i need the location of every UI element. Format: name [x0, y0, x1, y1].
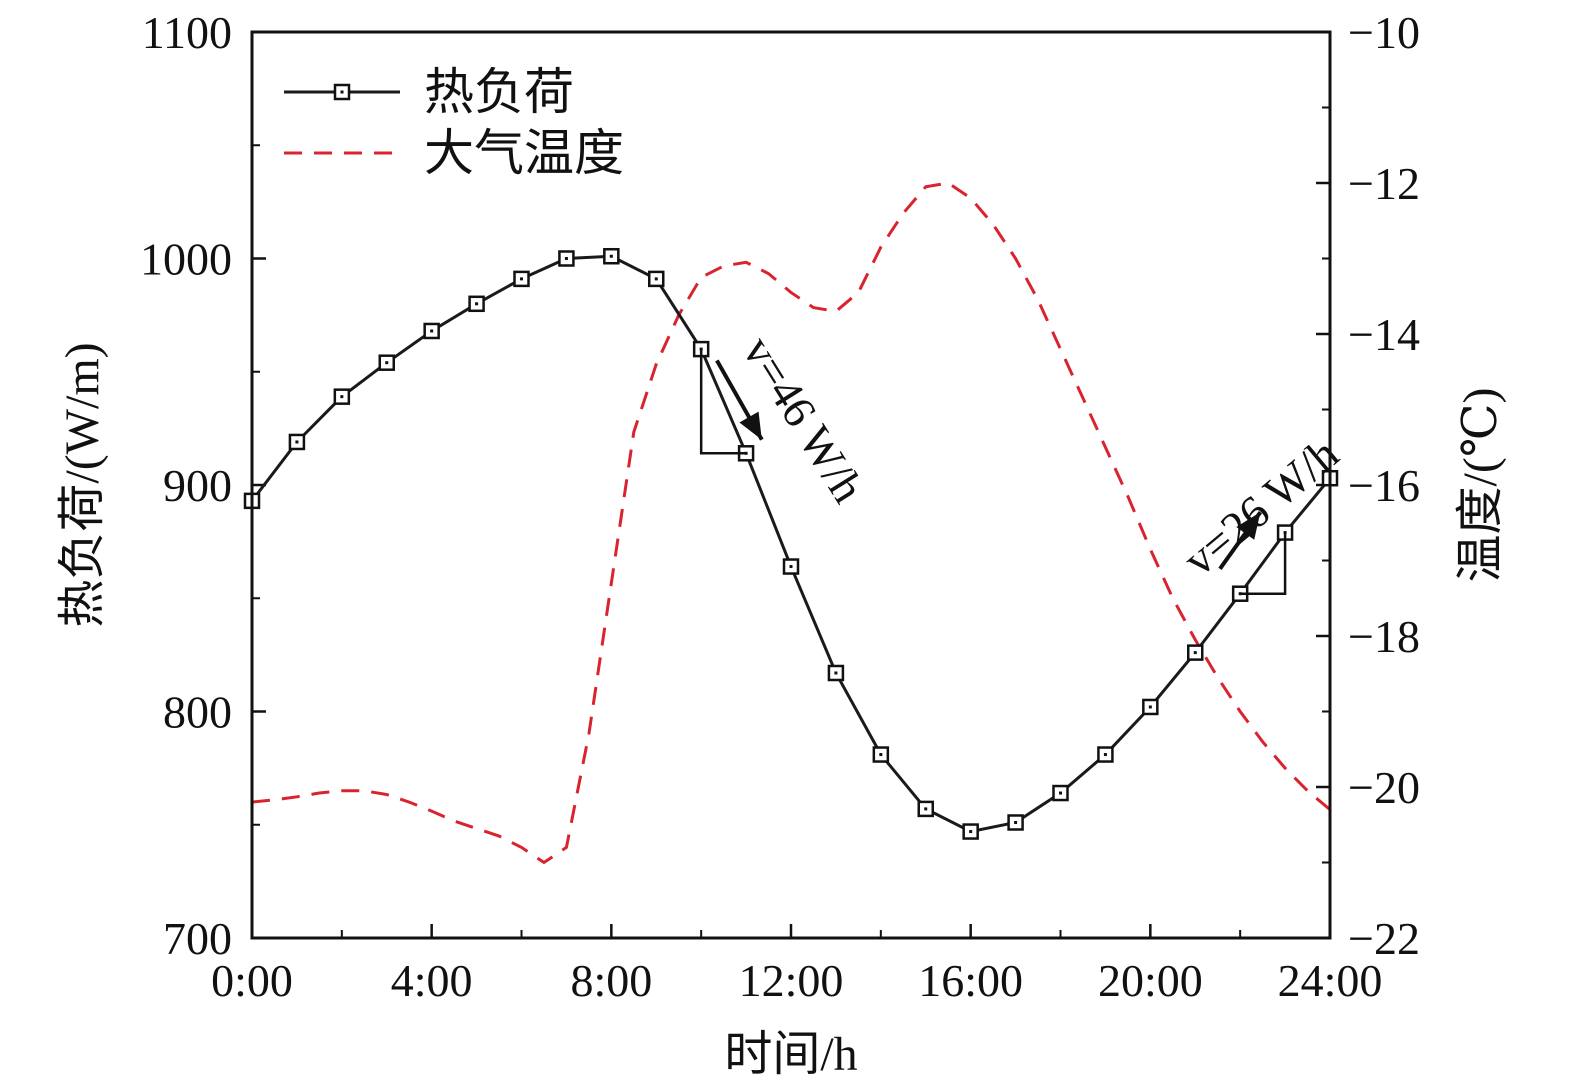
x-tick-label: 12:00: [739, 955, 844, 1006]
legend-label-temperature: 大气温度: [424, 125, 624, 181]
y-left-tick-label: 1100: [142, 7, 232, 58]
y-right-tick-label: −20: [1348, 762, 1420, 813]
data-point-center: [1148, 705, 1152, 709]
x-tick-label: 20:00: [1098, 955, 1203, 1006]
x-tick-label: 16:00: [918, 955, 1023, 1006]
y-left-tick-label: 1000: [140, 234, 232, 285]
data-point-center: [1014, 820, 1018, 824]
x-tick-label: 8:00: [570, 955, 652, 1006]
data-point-center: [520, 277, 523, 281]
data-point-center: [969, 830, 973, 834]
x-tick-label: 4:00: [391, 955, 473, 1006]
data-point-center: [1059, 791, 1062, 795]
ticks-layer: 0:00 4:00 8:00 12:00 16:00 20:00 24:00 700 800 90…: [140, 7, 1420, 1006]
y-axis-right-title: 温度/(℃): [1454, 387, 1507, 582]
y-left-tick-label: 700: [163, 913, 232, 964]
y-right-tick-label: −18: [1348, 611, 1420, 662]
plot-frame: [250, 30, 1332, 940]
arrow-increase-head: [1236, 512, 1261, 540]
legend-label-heat-load: 热负荷: [424, 64, 574, 120]
slope-triangle-increase: [1240, 532, 1287, 595]
data-point-center: [295, 440, 299, 444]
data-point-center: [879, 753, 883, 757]
legend-marker-center: [340, 90, 344, 94]
annotation-label-increase: v=26 W/h: [1173, 428, 1347, 586]
slope-triangle-decrease: [699, 349, 747, 455]
y-right-tick-label: −10: [1348, 7, 1420, 58]
data-point-center: [609, 254, 613, 258]
y-left-tick-label: 800: [163, 687, 232, 738]
y-left-tick-label: 900: [163, 460, 232, 511]
y-right-tick-label: −16: [1348, 460, 1420, 511]
y-axis-left-title: 热负荷/(W/m): [56, 342, 109, 627]
arrow-decrease-head: [739, 411, 762, 440]
data-point-center: [654, 277, 658, 281]
x-tick-label: 24:00: [1278, 955, 1383, 1006]
series-line-temperature: [251, 181, 1331, 865]
y-right-tick-label: −22: [1348, 913, 1420, 964]
series-line-heat-load: [250, 254, 1332, 834]
x-tick-label: 0:00: [211, 955, 293, 1006]
annotation-layer: v=46 W/h v=26 W/h: [699, 327, 1348, 595]
data-point-center: [430, 329, 434, 333]
data-point-center: [564, 257, 568, 260]
data-point-center: [789, 565, 793, 569]
data-point-center: [340, 395, 344, 399]
data-point-center: [385, 361, 389, 365]
data-point-center: [834, 671, 838, 675]
y-right-tick-label: −14: [1348, 309, 1420, 360]
data-point-center: [1103, 753, 1107, 757]
data-point-center: [924, 807, 928, 811]
data-point-center: [1193, 651, 1197, 655]
series-layer: [243, 181, 1339, 865]
y-right-tick-label: −12: [1348, 158, 1420, 209]
x-axis-title: 时间/h: [724, 1028, 857, 1081]
data-point-center: [475, 302, 479, 306]
